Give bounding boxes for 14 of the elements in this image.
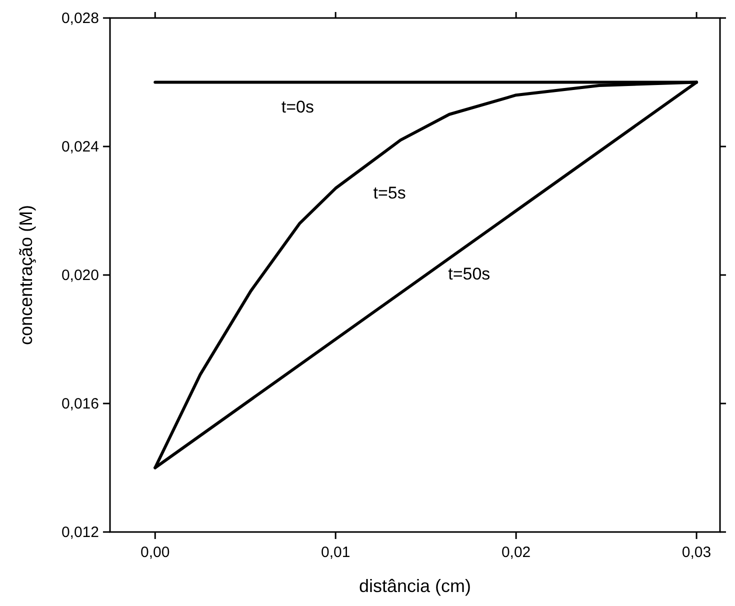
x-axis-title: distância (cm) xyxy=(358,576,472,596)
y-tick-label: 0,028 xyxy=(61,10,99,27)
y-tick-label: 0,020 xyxy=(61,267,99,284)
series-label: t=0s xyxy=(281,98,314,117)
y-tick-label: 0,016 xyxy=(61,396,99,412)
x-tick-label: 0,03 xyxy=(682,544,712,561)
series-label: t=50s xyxy=(448,264,490,284)
x-tick-label: 0,01 xyxy=(320,544,350,561)
y-tick-label: 0,012 xyxy=(61,524,99,541)
series-label: t=5s xyxy=(373,184,406,203)
y-axis-title: concentração (M) xyxy=(16,204,36,346)
x-tick-label: 0,02 xyxy=(501,544,531,561)
x-tick-label: 0,00 xyxy=(140,544,170,561)
y-tick-label: 0,024 xyxy=(61,138,99,156)
